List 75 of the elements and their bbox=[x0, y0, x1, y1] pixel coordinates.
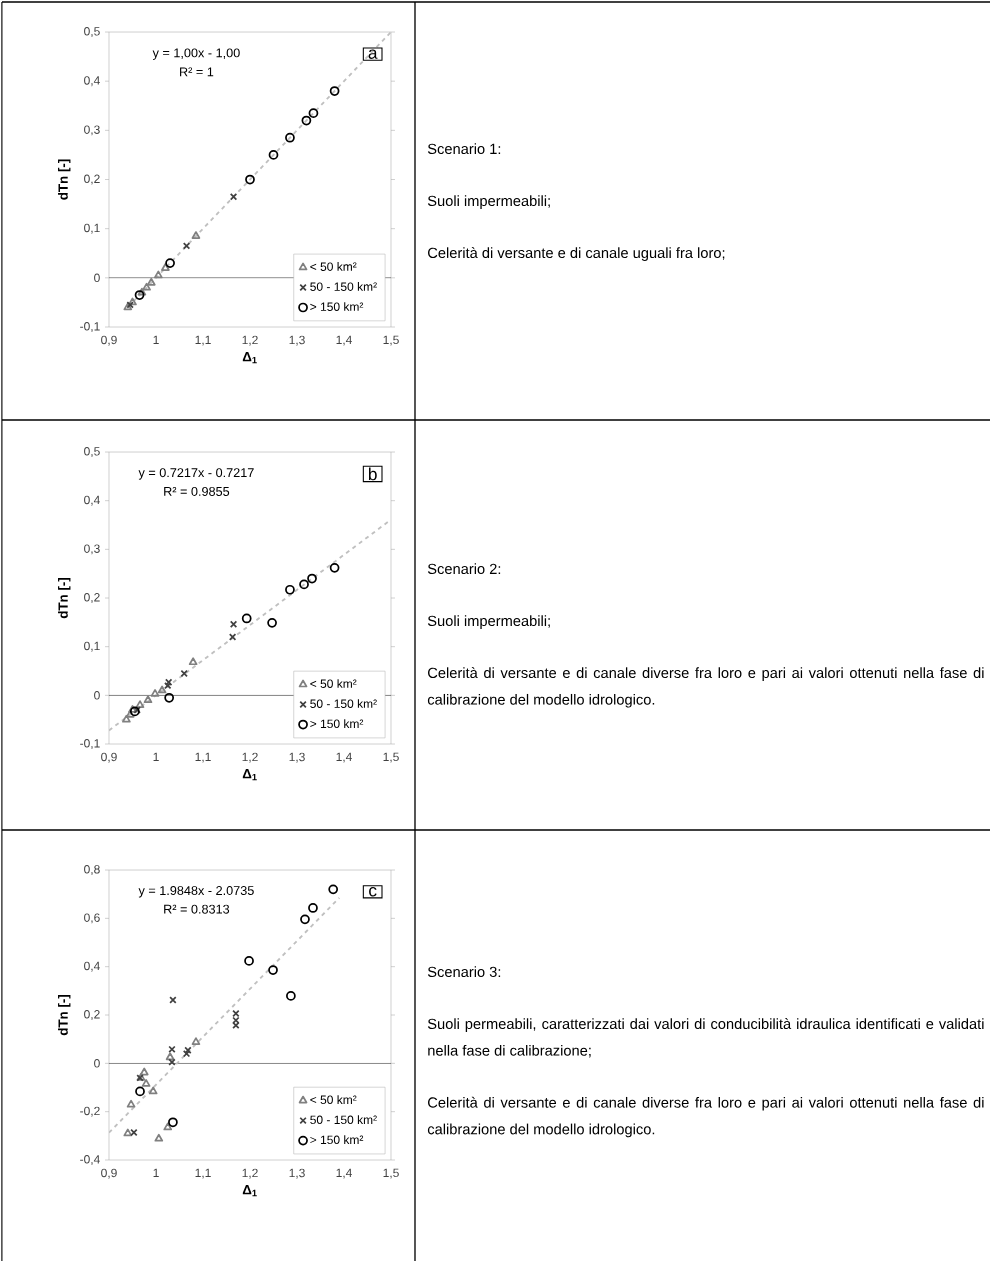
legend-label: > 150 km² bbox=[310, 1135, 364, 1145]
x-tick-label: 1,4 bbox=[336, 335, 352, 346]
x-tick-label: 0,9 bbox=[101, 752, 117, 763]
legend-label: < 50 km² bbox=[310, 1095, 357, 1105]
y-tick-label: 0,6 bbox=[84, 913, 100, 924]
x-tick-label: 1,3 bbox=[289, 752, 305, 763]
y-tick-label: 0,4 bbox=[84, 495, 100, 506]
y-tick-label: 0,1 bbox=[84, 223, 100, 234]
y-axis-title: dTn [-] bbox=[58, 159, 71, 200]
x-axis-title: Δ$_{1}$ bbox=[242, 769, 257, 781]
y-tick-label: 0,3 bbox=[84, 544, 100, 555]
y-tick-label: 0,8 bbox=[84, 865, 100, 875]
annotation: y = 1,00x - 1,00 bbox=[152, 48, 240, 60]
y-axis-title: dTn [-] bbox=[58, 995, 71, 1036]
y-tick-label: -0,1 bbox=[80, 322, 100, 332]
annotation: a bbox=[368, 49, 378, 59]
y-tick-label: 0,5 bbox=[84, 27, 100, 37]
annotation: y = 1.9848x - 2.0735 bbox=[138, 886, 254, 898]
text: Scenario 2: bbox=[427, 563, 501, 575]
x-tick-label: 1,5 bbox=[383, 1168, 399, 1179]
annotation: y = 0.7217x - 0.7217 bbox=[138, 468, 254, 480]
text: Suoli permeabili, caratterizzati dai valori di conducibilità idraulica identificati e validati nella fase di calibrazione; bbox=[427, 1018, 984, 1058]
x-tick-label: 1,3 bbox=[289, 1168, 305, 1179]
y-tick-label: -0,4 bbox=[80, 1155, 100, 1165]
x-tick-label: 0,9 bbox=[101, 335, 117, 346]
annotation: b bbox=[368, 467, 377, 481]
y-tick-label: 0,1 bbox=[84, 641, 100, 652]
x-axis-title: Δ$_{1}$ bbox=[242, 1185, 257, 1197]
annotation: R² = 0.8313 bbox=[164, 904, 230, 914]
annotation: c bbox=[369, 887, 377, 897]
y-tick-label: 0 bbox=[94, 691, 100, 700]
x-tick-label: 1 bbox=[153, 1168, 159, 1177]
x-tick-label: 1,3 bbox=[289, 335, 305, 346]
annotation: R² = 1 bbox=[180, 67, 214, 77]
y-tick-label: 0 bbox=[94, 1059, 100, 1068]
x-tick-label: 1 bbox=[153, 335, 159, 344]
y-tick-label: 0,2 bbox=[84, 174, 100, 185]
y-tick-label: 0,4 bbox=[84, 961, 100, 972]
x-tick-label: 1,4 bbox=[336, 752, 352, 763]
y-tick-label: -0,1 bbox=[80, 739, 100, 749]
legend-label: < 50 km² bbox=[310, 679, 357, 688]
y-tick-label: -0,2 bbox=[80, 1106, 100, 1117]
x-tick-label: 1,1 bbox=[195, 752, 211, 763]
x-tick-label: 1,4 bbox=[336, 1168, 352, 1179]
x-axis-title: Δ$_{1}$ bbox=[242, 352, 257, 364]
text: Suoli impermeabili; bbox=[427, 615, 550, 629]
text: Celerità di versante e di canale diverse fra loro e pari ai valori ottenuti nella fase di calibrazione del modello idrologico. bbox=[427, 1096, 984, 1138]
text: Suoli impermeabili; bbox=[427, 195, 550, 209]
y-tick-label: 0 bbox=[94, 273, 100, 283]
y-tick-label: 0,2 bbox=[84, 1010, 100, 1020]
x-tick-label: 0,9 bbox=[101, 1168, 117, 1179]
y-tick-label: 0,5 bbox=[84, 447, 100, 457]
y-tick-label: 0,4 bbox=[84, 76, 100, 87]
x-tick-label: 1,2 bbox=[242, 335, 258, 346]
y-tick-label: 0,2 bbox=[84, 593, 100, 603]
text: Celerità di versante e di canale uguali fra loro; bbox=[428, 247, 725, 261]
y-tick-label: 0,3 bbox=[84, 125, 100, 136]
legend-label: > 150 km² bbox=[310, 719, 364, 729]
x-tick-label: 1,1 bbox=[195, 1168, 211, 1179]
legend-label: 50 - 150 km² bbox=[310, 1115, 377, 1125]
x-tick-label: 1,5 bbox=[383, 335, 399, 346]
x-tick-label: 1,2 bbox=[242, 752, 258, 763]
legend-label: < 50 km² bbox=[310, 262, 357, 271]
legend-label: 50 - 150 km² bbox=[310, 282, 377, 291]
legend-label: > 150 km² bbox=[310, 302, 364, 311]
text: Celerità di versante e di canale diverse fra loro e pari ai valori ottenuti nella fase di calibrazione del modello idrologico. bbox=[427, 667, 984, 708]
text: Scenario 3: bbox=[427, 966, 501, 978]
x-tick-label: 1,2 bbox=[242, 1168, 258, 1179]
y-axis-title: dTn [-] bbox=[58, 578, 71, 619]
text: Scenario 1: bbox=[427, 143, 501, 155]
annotation: R² = 0.9855 bbox=[164, 486, 230, 496]
x-tick-label: 1,5 bbox=[383, 752, 399, 763]
legend-label: 50 - 150 km² bbox=[310, 699, 377, 708]
x-tick-label: 1,1 bbox=[195, 335, 211, 346]
x-tick-label: 1 bbox=[153, 752, 159, 761]
